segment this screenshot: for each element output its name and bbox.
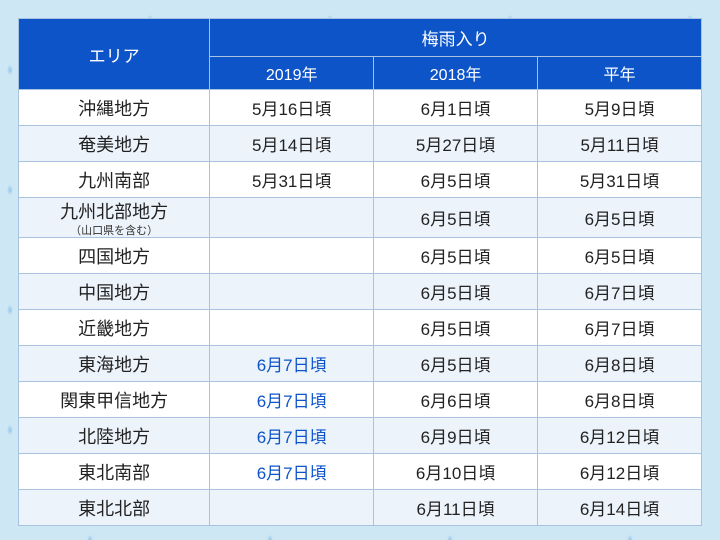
cell-2018: 6月1日頃: [374, 90, 538, 126]
area-cell: 中国地方: [19, 274, 210, 310]
cell-2018: 6月5日頃: [374, 346, 538, 382]
table-row: 九州南部5月31日頃6月5日頃5月31日頃: [19, 162, 702, 198]
rainy-season-table: エリア 梅雨入り 2019年 2018年 平年 沖縄地方5月16日頃6月1日頃5…: [18, 18, 702, 526]
area-cell: 東海地方: [19, 346, 210, 382]
header-col-2018: 2018年: [374, 57, 538, 90]
area-cell: 沖縄地方: [19, 90, 210, 126]
area-cell: 奄美地方: [19, 126, 210, 162]
cell-2019: [210, 198, 374, 238]
area-sub-label: （山口県を含む）: [23, 226, 205, 237]
cell-avg: 5月11日頃: [538, 126, 702, 162]
header-col-2019: 2019年: [210, 57, 374, 90]
cell-2018: 6月5日頃: [374, 310, 538, 346]
cell-2018: 6月5日頃: [374, 162, 538, 198]
area-cell: 近畿地方: [19, 310, 210, 346]
area-cell: 四国地方: [19, 238, 210, 274]
area-cell: 関東甲信地方: [19, 382, 210, 418]
cell-avg: 6月8日頃: [538, 346, 702, 382]
table-row: 九州北部地方（山口県を含む） 6月5日頃6月5日頃: [19, 198, 702, 238]
table-row: 四国地方 6月5日頃6月5日頃: [19, 238, 702, 274]
cell-avg: 6月12日頃: [538, 454, 702, 490]
area-cell: 北陸地方: [19, 418, 210, 454]
cell-2018: 6月5日頃: [374, 238, 538, 274]
cell-2018: 6月5日頃: [374, 274, 538, 310]
table-row: 東海地方6月7日頃6月5日頃6月8日頃: [19, 346, 702, 382]
cell-2018: 5月27日頃: [374, 126, 538, 162]
cell-avg: 6月7日頃: [538, 310, 702, 346]
cell-2019: 5月16日頃: [210, 90, 374, 126]
table-container: エリア 梅雨入り 2019年 2018年 平年 沖縄地方5月16日頃6月1日頃5…: [0, 0, 720, 536]
cell-avg: 5月9日頃: [538, 90, 702, 126]
cell-2019: 5月31日頃: [210, 162, 374, 198]
cell-2019: 6月7日頃: [210, 382, 374, 418]
table-row: 東北南部6月7日頃6月10日頃6月12日頃: [19, 454, 702, 490]
cell-avg: 6月5日頃: [538, 238, 702, 274]
area-cell: 九州南部: [19, 162, 210, 198]
area-cell: 九州北部地方（山口県を含む）: [19, 198, 210, 238]
cell-avg: 6月5日頃: [538, 198, 702, 238]
table-row: 東北北部 6月11日頃6月14日頃: [19, 490, 702, 526]
cell-2019: [210, 490, 374, 526]
cell-2019: 6月7日頃: [210, 454, 374, 490]
cell-2019: [210, 310, 374, 346]
cell-2019: 6月7日頃: [210, 346, 374, 382]
cell-2018: 6月5日頃: [374, 198, 538, 238]
cell-avg: 6月7日頃: [538, 274, 702, 310]
cell-2018: 6月9日頃: [374, 418, 538, 454]
cell-2019: [210, 274, 374, 310]
cell-2018: 6月11日頃: [374, 490, 538, 526]
cell-avg: 6月12日頃: [538, 418, 702, 454]
table-row: 中国地方 6月5日頃6月7日頃: [19, 274, 702, 310]
table-row: 奄美地方5月14日頃5月27日頃5月11日頃: [19, 126, 702, 162]
cell-2018: 6月6日頃: [374, 382, 538, 418]
cell-2019: [210, 238, 374, 274]
header-group: 梅雨入り: [210, 19, 702, 57]
cell-avg: 5月31日頃: [538, 162, 702, 198]
cell-2019: 6月7日頃: [210, 418, 374, 454]
area-cell: 東北南部: [19, 454, 210, 490]
cell-avg: 6月8日頃: [538, 382, 702, 418]
cell-2019: 5月14日頃: [210, 126, 374, 162]
header-col-avg: 平年: [538, 57, 702, 90]
header-area: エリア: [19, 19, 210, 90]
cell-2018: 6月10日頃: [374, 454, 538, 490]
table-row: 北陸地方6月7日頃6月9日頃6月12日頃: [19, 418, 702, 454]
area-cell: 東北北部: [19, 490, 210, 526]
cell-avg: 6月14日頃: [538, 490, 702, 526]
table-row: 近畿地方 6月5日頃6月7日頃: [19, 310, 702, 346]
table-row: 関東甲信地方6月7日頃6月6日頃6月8日頃: [19, 382, 702, 418]
table-row: 沖縄地方5月16日頃6月1日頃5月9日頃: [19, 90, 702, 126]
